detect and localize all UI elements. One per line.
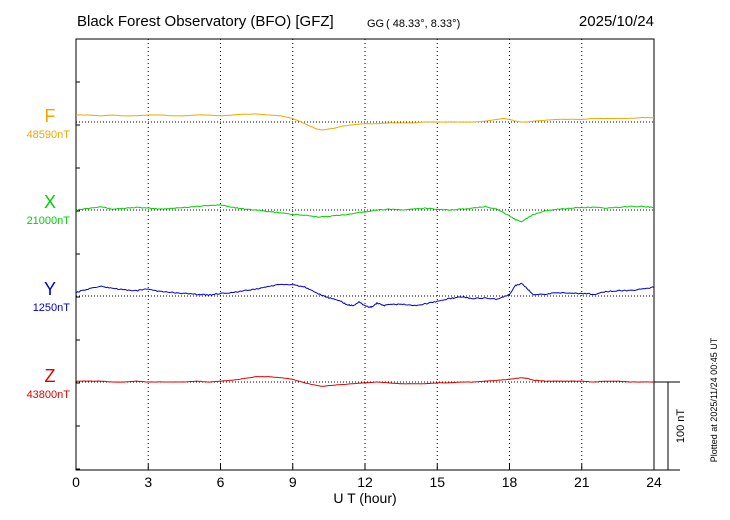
chart-title: Black Forest Observatory (BFO) [GFZ] <box>77 13 334 30</box>
scale-bar <box>654 381 680 471</box>
x-tick-labels: 0 3 6 9 12 15 18 21 24 <box>72 474 662 490</box>
x-tick-label: 0 <box>72 474 80 490</box>
x-tick-label: 3 <box>144 474 152 490</box>
trace-f <box>75 113 655 131</box>
baseline-label-z: 43800nT <box>27 389 71 401</box>
trace-x <box>75 204 655 223</box>
series-traces <box>75 113 655 387</box>
x-tick-label: 18 <box>502 474 518 490</box>
coord-system: GG <box>367 18 384 30</box>
x-tick-label: 12 <box>357 474 373 490</box>
series-labels: F 48590nT X 21000nT Y 1250nT Z 43800nT <box>27 106 71 401</box>
x-tick-label: 15 <box>429 474 445 490</box>
baseline-label-x: 21000nT <box>27 215 71 227</box>
x-axis-label: U T (hour) <box>333 490 396 506</box>
trace-y <box>75 282 655 309</box>
series-name-x: X <box>44 192 56 212</box>
x-tick-label: 6 <box>217 474 225 490</box>
x-tick-label: 24 <box>646 474 662 490</box>
baseline-label-y: 1250nT <box>33 302 71 314</box>
station-coordinates: ( 48.33°, 8.33°) <box>386 18 460 30</box>
scale-bar-label: 100 nT <box>675 409 687 444</box>
series-name-f: F <box>45 106 56 126</box>
plotted-at-note: Plotted at 2025/11/24 00:45 UT <box>709 337 719 462</box>
chart-date: 2025/10/24 <box>579 13 654 30</box>
x-tick-label: 9 <box>289 474 297 490</box>
trace-z <box>75 376 655 387</box>
grid-lines <box>75 39 655 470</box>
x-tick-label: 21 <box>574 474 590 490</box>
series-name-y: Y <box>44 279 56 299</box>
baseline-label-f: 48590nT <box>27 129 71 141</box>
series-name-z: Z <box>45 366 56 386</box>
